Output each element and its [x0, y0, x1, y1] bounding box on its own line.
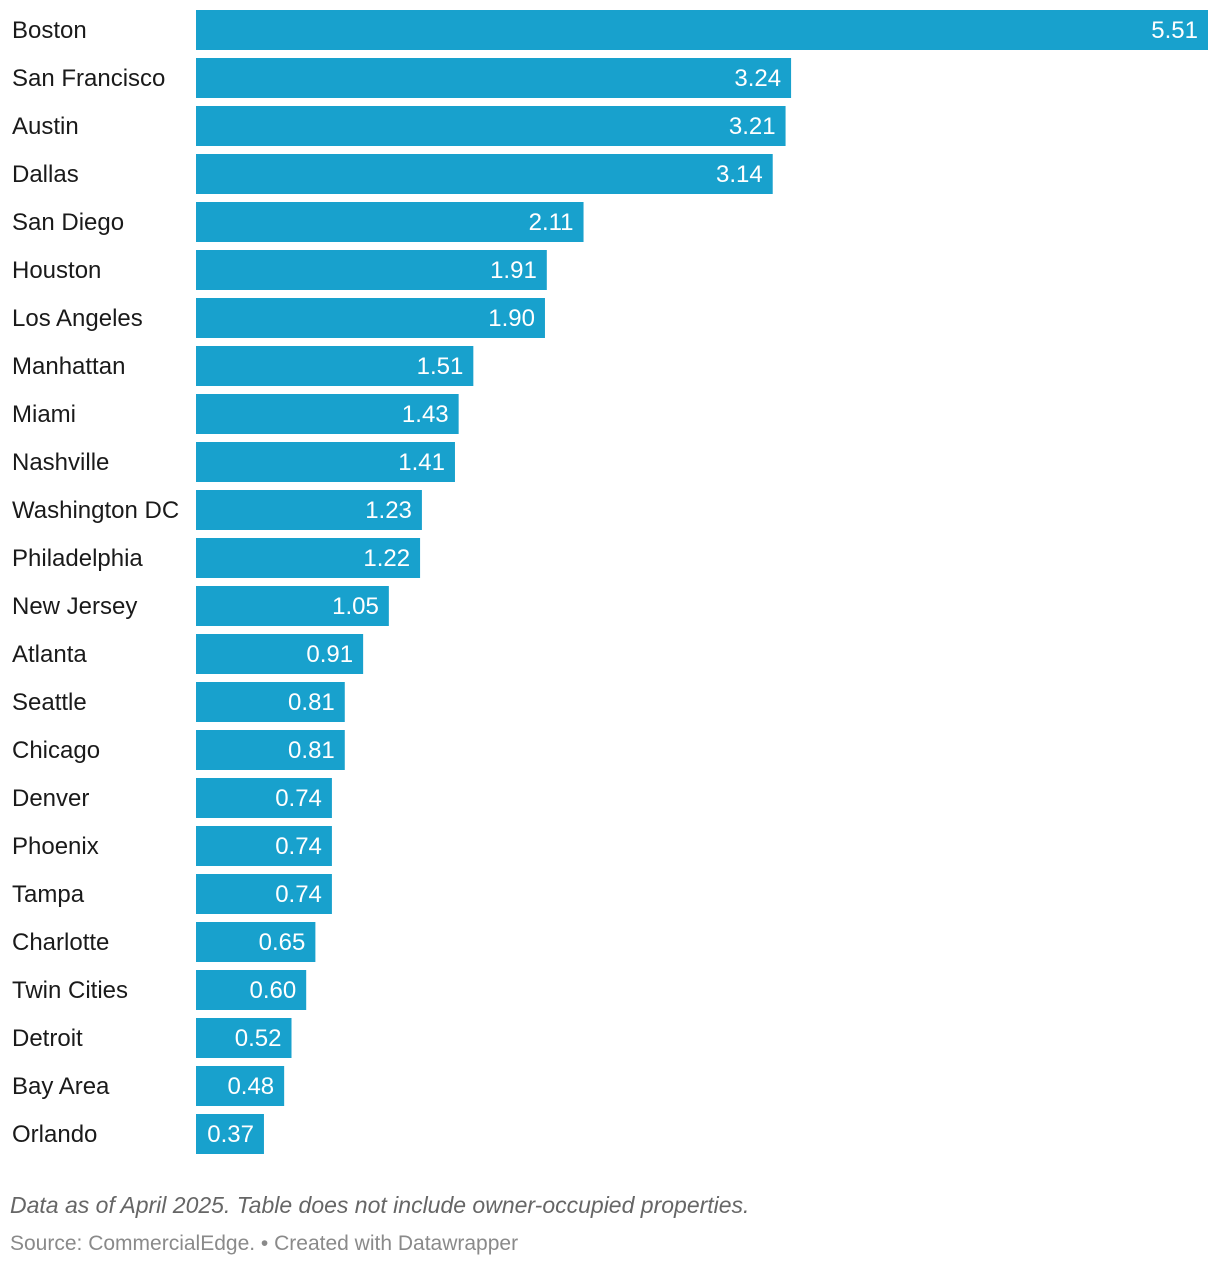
category-label-miami: Miami: [12, 401, 76, 428]
footnote: Data as of April 2025. Table does not in…: [10, 1192, 750, 1218]
category-label-chicago: Chicago: [12, 737, 100, 764]
value-label-orlando: 0.37: [207, 1121, 254, 1148]
category-label-seattle: Seattle: [12, 689, 87, 716]
bar-atlanta: [196, 634, 364, 674]
value-label-miami: 1.43: [402, 401, 449, 428]
bar-dallas: [196, 154, 773, 194]
bar-chart: Boston 5.51 San Francisco 3.24 Austin 3.21 Dal…: [12, 10, 1208, 1154]
value-label-bay-area: 0.48: [227, 1073, 274, 1100]
bar-phoenix: [196, 826, 332, 866]
source-credit: Source: CommercialEdge. • Created with D…: [10, 1232, 519, 1255]
category-label-nashville: Nashville: [12, 449, 109, 476]
bar-san-diego: [196, 202, 584, 242]
category-label-twin-cities: Twin Cities: [12, 977, 128, 1004]
value-label-charlotte: 0.65: [259, 929, 306, 956]
bar-detroit: [196, 1018, 292, 1058]
bar-washington-dc: [196, 490, 422, 530]
category-label-washington-dc: Washington DC: [12, 497, 179, 524]
value-label-manhattan: 1.51: [417, 353, 464, 380]
value-label-los-angeles: 1.90: [488, 305, 535, 332]
category-label-atlanta: Atlanta: [12, 641, 87, 668]
category-label-san-francisco: San Francisco: [12, 65, 165, 92]
bar-chicago: [196, 730, 345, 770]
value-label-houston: 1.91: [490, 257, 537, 284]
value-label-san-diego: 2.11: [529, 209, 574, 236]
bar-seattle: [196, 682, 345, 722]
category-label-charlotte: Charlotte: [12, 929, 109, 956]
bar-los-angeles: [196, 298, 545, 338]
value-label-atlanta: 0.91: [306, 641, 353, 668]
bar-twin-cities: [196, 970, 307, 1010]
bar-houston: [196, 250, 547, 290]
category-label-austin: Austin: [12, 113, 79, 140]
value-label-denver: 0.74: [275, 785, 322, 812]
bar-new-jersey: [196, 586, 389, 626]
value-label-twin-cities: 0.60: [249, 977, 296, 1004]
category-label-san-diego: San Diego: [12, 209, 124, 236]
bar-manhattan: [196, 346, 474, 386]
value-label-san-francisco: 3.24: [734, 65, 781, 92]
category-label-philadelphia: Philadelphia: [12, 545, 143, 572]
bar-bay-area: [196, 1066, 285, 1106]
value-label-new-jersey: 1.05: [332, 593, 379, 620]
category-label-boston: Boston: [12, 17, 87, 44]
category-label-tampa: Tampa: [12, 881, 85, 908]
bar-orlando: [196, 1114, 264, 1154]
value-label-detroit: 0.52: [235, 1025, 282, 1052]
value-label-phoenix: 0.74: [275, 833, 322, 860]
value-label-philadelphia: 1.22: [363, 545, 410, 572]
category-label-new-jersey: New Jersey: [12, 593, 137, 620]
category-label-manhattan: Manhattan: [12, 353, 125, 380]
bar-philadelphia: [196, 538, 421, 578]
value-label-tampa: 0.74: [275, 881, 322, 908]
bar-boston: [196, 10, 1208, 50]
value-label-boston: 5.51: [1151, 17, 1198, 44]
category-label-bay-area: Bay Area: [12, 1073, 110, 1100]
category-label-orlando: Orlando: [12, 1121, 97, 1148]
category-label-houston: Houston: [12, 257, 101, 284]
bar-tampa: [196, 874, 332, 914]
category-label-denver: Denver: [12, 785, 89, 812]
value-label-washington-dc: 1.23: [365, 497, 412, 524]
category-label-los-angeles: Los Angeles: [12, 305, 143, 332]
value-label-austin: 3.21: [729, 113, 776, 140]
category-label-dallas: Dallas: [12, 161, 79, 188]
bar-austin: [196, 106, 786, 146]
value-label-chicago: 0.81: [288, 737, 335, 764]
bar-charlotte: [196, 922, 316, 962]
bar-miami: [196, 394, 459, 434]
category-label-detroit: Detroit: [12, 1025, 83, 1052]
bar-nashville: [196, 442, 455, 482]
value-label-seattle: 0.81: [288, 689, 335, 716]
bar-denver: [196, 778, 332, 818]
value-label-nashville: 1.41: [398, 449, 445, 476]
bar-san-francisco: [196, 58, 792, 98]
category-label-phoenix: Phoenix: [12, 833, 99, 860]
value-label-dallas: 3.14: [716, 161, 763, 188]
